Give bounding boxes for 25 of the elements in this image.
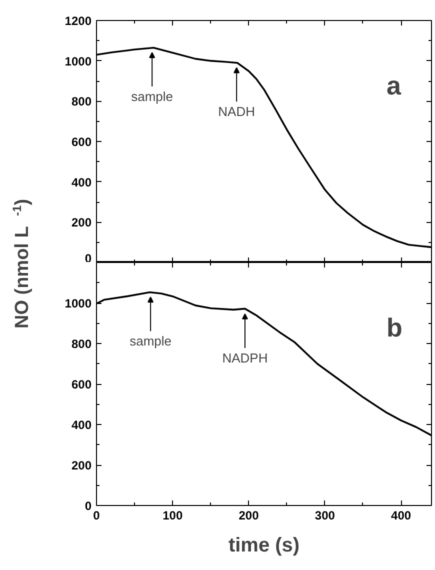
x-tick-label: 300 [314, 508, 336, 522]
x-axis-title: time (s) [228, 534, 300, 556]
y-tick-label: 800 [71, 94, 92, 109]
annotation: sample [130, 334, 172, 349]
y-tick-label: 0 [84, 499, 92, 513]
y-tick-label: 600 [71, 135, 92, 149]
y-tick-label: 200 [71, 216, 92, 230]
y-tick-label: 800 [71, 337, 92, 351]
annotation: b [386, 312, 402, 342]
y-tick-label: 1000 [64, 54, 92, 68]
y-tick-label: 400 [71, 175, 92, 190]
y-tick-label: 400 [71, 418, 92, 432]
x-tick-label: 200 [238, 508, 260, 522]
x-tick-label: 0 [93, 508, 100, 522]
y-axis-title: NO (nmol L-1) [10, 198, 33, 329]
y-tick-label: 1200 [64, 14, 92, 28]
x-tick-label: 400 [391, 508, 412, 522]
annotation: sample [131, 88, 174, 104]
annotation: NADPH [222, 350, 268, 366]
y-tick-label: 600 [71, 378, 92, 392]
y-tick-label: 1000 [64, 296, 92, 310]
annotation: a [386, 70, 402, 100]
annotation: NADH [218, 104, 256, 119]
x-tick-label: 100 [162, 508, 183, 522]
y-tick-label: 200 [71, 458, 92, 472]
